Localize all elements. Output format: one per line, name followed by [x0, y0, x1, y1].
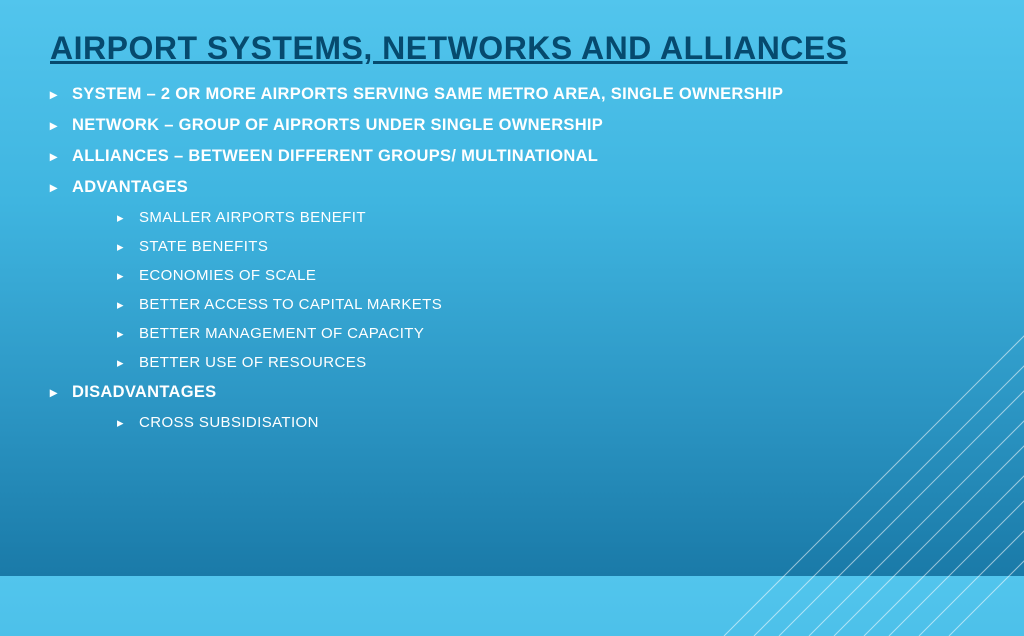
sub-bullet-item: BETTER USE OF RESOURCES — [117, 354, 974, 371]
sub-bullet-list: SMALLER AIRPORTS BENEFIT STATE BENEFITS … — [117, 209, 974, 371]
main-bullet-list: SYSTEM – 2 OR MORE AIRPORTS SERVING SAME… — [50, 85, 974, 431]
bullet-text: SYSTEM – 2 OR MORE AIRPORTS SERVING SAME… — [72, 85, 783, 103]
bullet-text: NETWORK – GROUP OF AIPRORTS UNDER SINGLE… — [72, 116, 603, 134]
sub-bullet-item: BETTER MANAGEMENT OF CAPACITY — [117, 325, 974, 342]
sub-bullet-item: ECONOMIES OF SCALE — [117, 267, 974, 284]
sub-bullet-item: CROSS SUBSIDISATION — [117, 414, 974, 431]
slide-content: AIRPORT SYSTEMS, NETWORKS AND ALLIANCES … — [0, 0, 1024, 473]
bullet-item: ALLIANCES – BETWEEN DIFFERENT GROUPS/ MU… — [50, 147, 974, 166]
bullet-item: DISADVANTAGES CROSS SUBSIDISATION — [50, 383, 974, 431]
sub-bullet-item: SMALLER AIRPORTS BENEFIT — [117, 209, 974, 226]
bullet-item: SYSTEM – 2 OR MORE AIRPORTS SERVING SAME… — [50, 85, 974, 104]
bullet-item: ADVANTAGES SMALLER AIRPORTS BENEFIT STAT… — [50, 178, 974, 371]
bullet-text: ALLIANCES – BETWEEN DIFFERENT GROUPS/ MU… — [72, 147, 598, 165]
bullet-item: NETWORK – GROUP OF AIPRORTS UNDER SINGLE… — [50, 116, 974, 135]
sub-bullet-item: BETTER ACCESS TO CAPITAL MARKETS — [117, 296, 974, 313]
sub-bullet-item: STATE BENEFITS — [117, 238, 974, 255]
slide-title: AIRPORT SYSTEMS, NETWORKS AND ALLIANCES — [50, 30, 974, 67]
bullet-text: ADVANTAGES — [72, 178, 188, 196]
bullet-text: DISADVANTAGES — [72, 383, 216, 401]
sub-bullet-list: CROSS SUBSIDISATION — [117, 414, 974, 431]
